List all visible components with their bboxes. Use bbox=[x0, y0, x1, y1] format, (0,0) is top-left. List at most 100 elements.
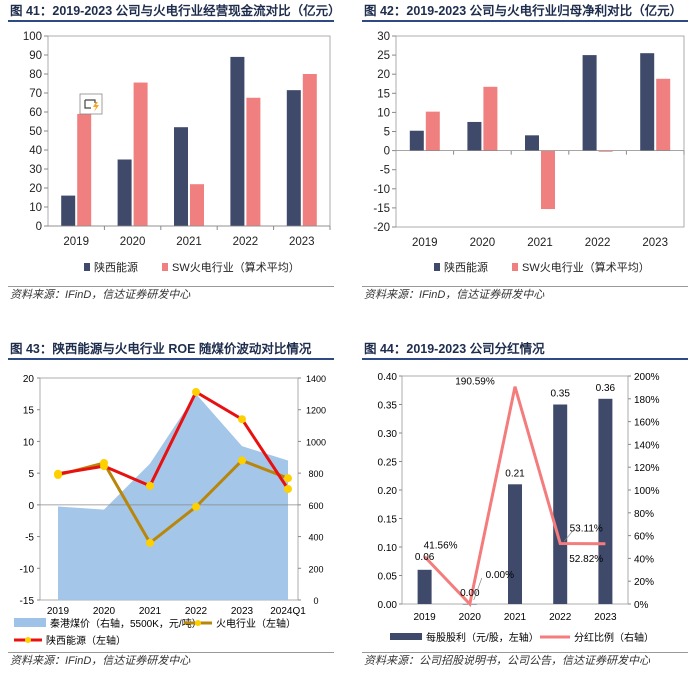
legend-label: 火电行业（左轴） bbox=[216, 617, 296, 630]
x-tick-label: 2022 bbox=[585, 237, 611, 249]
dividend-bar-label: 0.00 bbox=[460, 588, 480, 599]
y-right-tick-label: 1200 bbox=[306, 406, 326, 416]
x-tick-label: 2023 bbox=[594, 612, 617, 623]
x-tick-label: 2021 bbox=[176, 236, 202, 248]
company-roe-point bbox=[100, 462, 108, 471]
dividend-bar bbox=[553, 404, 568, 604]
dividend-bar-label: 0.35 bbox=[550, 389, 570, 400]
bar-industry bbox=[133, 82, 148, 226]
leader-line bbox=[563, 531, 573, 542]
legend-swatch bbox=[512, 263, 518, 271]
y-right-tick-label: 0 bbox=[313, 596, 318, 606]
y-tick-label: 10 bbox=[377, 107, 390, 119]
y-left-tick-label: 0.30 bbox=[378, 429, 398, 440]
x-tick-label: 2020 bbox=[93, 606, 116, 617]
y-right-tick-label: 80% bbox=[634, 509, 654, 520]
dividend-bar bbox=[598, 398, 613, 604]
y-tick-label: 60 bbox=[29, 107, 42, 119]
payout-ratio-label: 41.56% bbox=[424, 541, 458, 552]
figure-41-source: 资料来源：IFinD，信达证券研发中心 bbox=[8, 286, 334, 304]
y-left-tick-label: 5 bbox=[28, 469, 34, 480]
legend-label: SW火电行业（算术平均） bbox=[172, 260, 300, 274]
bar-industry bbox=[190, 184, 204, 226]
y-right-tick-label: 40% bbox=[634, 554, 654, 565]
y-right-tick-label: 180% bbox=[634, 395, 660, 406]
bar-industry bbox=[77, 113, 92, 226]
company-roe-point bbox=[146, 481, 154, 490]
figure-43: 图 43：陕西能源与火电行业 ROE 随煤价波动对比情况 -15 -10 -5 0 5 1… bbox=[8, 338, 342, 676]
dividend-bar-label: 0.21 bbox=[505, 468, 525, 479]
figure-42-title: 图 42：2019-2023 公司与火电行业归母净利对比（亿元） bbox=[362, 2, 688, 22]
legend-label: 每股股利（元/股，左轴） bbox=[426, 631, 539, 644]
tool-icon-glyph bbox=[84, 99, 96, 109]
payout-ratio-label: 52.82% bbox=[569, 554, 603, 565]
legend-label: 秦港煤价（右轴，5500K，元/吨） bbox=[50, 617, 202, 630]
figure-42-chart: -20 -15 -10 -5 0 5 10 15 20 25 30 2019 2020 2021 2022 2… bbox=[373, 31, 685, 274]
figure-44-source: 资料来源：公司招股说明书，公司公告，信达证券研发中心 bbox=[362, 652, 688, 670]
company-roe-point bbox=[54, 469, 62, 478]
y-right-tick-label: 20% bbox=[634, 577, 654, 588]
x-tick-label: 2021 bbox=[504, 612, 527, 623]
company-roe-point bbox=[284, 485, 292, 493]
y-left-tick-label: 0.00 bbox=[378, 600, 398, 611]
company-roe-point bbox=[192, 387, 200, 396]
y-tick-label: 15 bbox=[377, 88, 390, 100]
y-left-tick-label: 0.10 bbox=[378, 543, 398, 554]
bar-company bbox=[61, 195, 76, 226]
figure-41-chart: 0 10 20 30 40 50 60 70 80 90 100 2019 2020 2021 2022 20… bbox=[23, 31, 331, 274]
y-left-tick-label: -15 bbox=[20, 596, 35, 607]
bar-industry bbox=[483, 86, 498, 151]
company-roe-line bbox=[57, 389, 290, 490]
legend-label: 分红比例（右轴） bbox=[574, 631, 654, 644]
bar-industry bbox=[302, 74, 317, 226]
x-tick-label: 2023 bbox=[289, 236, 315, 248]
y-tick-label: 80 bbox=[29, 69, 42, 81]
x-tick-label: 2023 bbox=[642, 237, 668, 249]
y-tick-label: 40 bbox=[29, 145, 42, 157]
y-left-tick-label: 0.20 bbox=[378, 486, 398, 497]
industry-roe-point bbox=[284, 474, 292, 483]
y-tick-label: 0 bbox=[384, 146, 390, 158]
y-left-tick-label: 0.15 bbox=[378, 515, 398, 526]
y-right-tick-label: 100% bbox=[634, 486, 660, 497]
y-tick-label: 25 bbox=[377, 50, 390, 62]
tool-icon bbox=[79, 93, 103, 115]
y-tick-label: 20 bbox=[29, 183, 42, 195]
figure-41: 图 41：2019-2023 公司与火电行业经营现金流对比（亿元） 0 10 20 3… bbox=[8, 0, 342, 320]
legend-swatch bbox=[434, 263, 440, 271]
legend-swatch bbox=[84, 263, 90, 271]
x-tick-label: 2019 bbox=[47, 606, 70, 617]
payout-ratio-label: 53.11% bbox=[570, 523, 603, 534]
company-roe-point bbox=[238, 415, 246, 424]
legend-swatch-area bbox=[14, 618, 46, 627]
bar-company bbox=[525, 135, 539, 151]
y-left-tick-label: 0.35 bbox=[378, 401, 398, 412]
y-tick-label: 90 bbox=[29, 50, 42, 62]
y-right-tick-label: 140% bbox=[634, 440, 660, 451]
y-tick-label: -20 bbox=[373, 222, 390, 234]
x-tick-label: 2020 bbox=[459, 612, 482, 623]
industry-roe-point bbox=[146, 538, 154, 547]
dividend-bar-label: 0.36 bbox=[596, 383, 616, 394]
figure-43-chart: -15-10-505101520020040060080010001200140… bbox=[14, 374, 326, 647]
figure-43-source: 资料来源：IFinD，信达证券研发中心 bbox=[8, 652, 334, 670]
y-right-tick-label: 200% bbox=[634, 372, 660, 383]
industry-roe-point bbox=[238, 456, 246, 465]
x-tick-label: 2019 bbox=[412, 237, 438, 249]
figure-43-title: 图 43：陕西能源与火电行业 ROE 随煤价波动对比情况 bbox=[8, 340, 334, 360]
y-left-tick-label: -10 bbox=[20, 564, 35, 575]
x-tick-label: 2021 bbox=[139, 606, 162, 617]
y-left-tick-label: 10 bbox=[23, 437, 35, 448]
x-tick-label: 2019 bbox=[413, 612, 436, 623]
y-tick-label: -15 bbox=[373, 203, 390, 215]
y-tick-label: 70 bbox=[29, 88, 42, 100]
y-left-tick-label: 0.05 bbox=[378, 572, 398, 583]
y-right-tick-label: 800 bbox=[308, 469, 323, 479]
x-tick-label: 2022 bbox=[233, 236, 259, 248]
bar-industry bbox=[246, 97, 261, 226]
x-tick-label: 2021 bbox=[527, 237, 553, 249]
y-tick-label: -10 bbox=[373, 184, 390, 196]
legend-swatch-bar bbox=[390, 633, 422, 640]
bar-company bbox=[640, 53, 655, 151]
bar-company bbox=[174, 127, 188, 226]
